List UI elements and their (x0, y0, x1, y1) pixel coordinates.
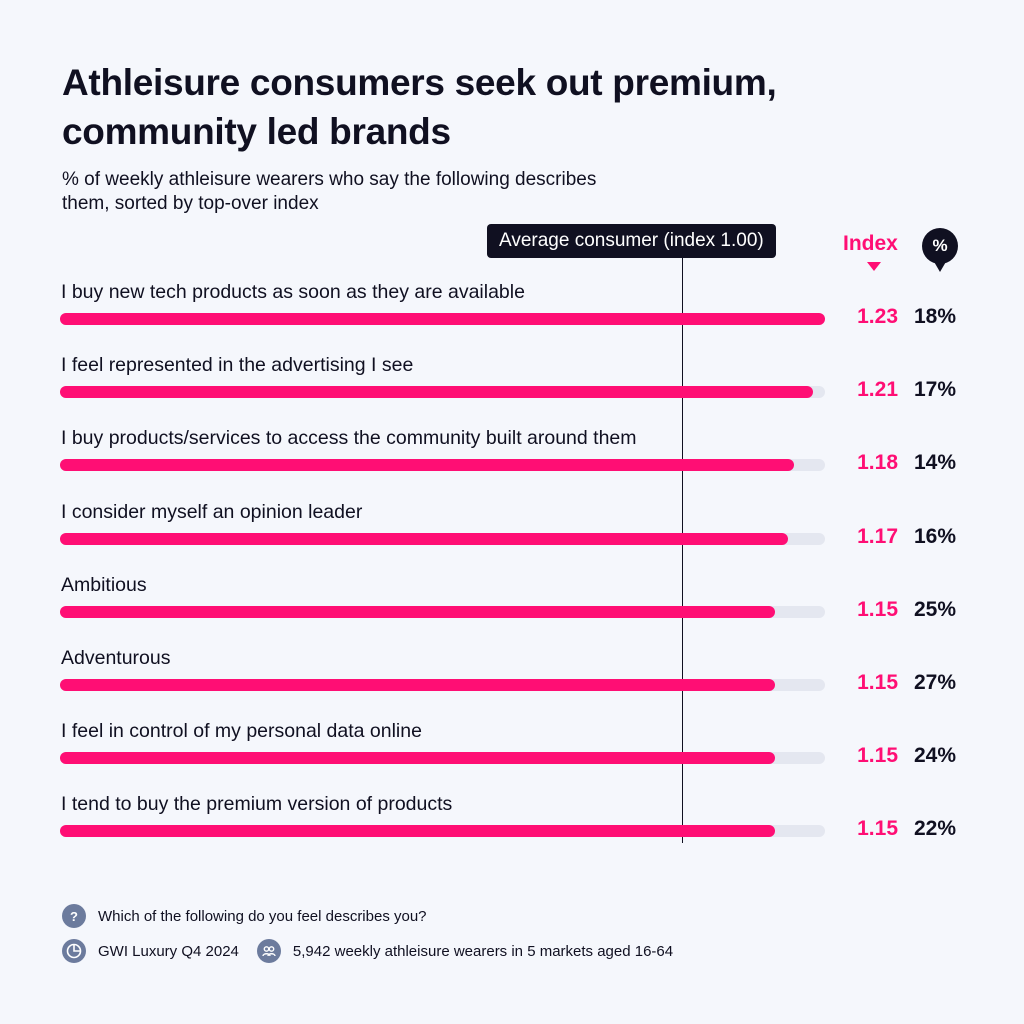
bar-row: I consider myself an opinion leader 1.17 1… (0, 500, 1024, 573)
bar-track (60, 825, 825, 838)
index-column-header: Index (843, 232, 898, 255)
bar-track (60, 605, 825, 618)
chart-subtitle: % of weekly athleisure wearers who say t… (62, 169, 597, 214)
bar-track (60, 679, 825, 691)
bar (60, 532, 788, 545)
bar-category-label: Adventurous (61, 647, 171, 669)
bar-row: I feel in control of my personal data on… (0, 719, 1024, 792)
bar-row: I feel represented in the advertising I … (0, 353, 1024, 426)
bar-track (60, 752, 825, 765)
people-icon (256, 939, 281, 963)
bar (60, 313, 825, 325)
bar-row: Adventurous 1.15 27% (0, 646, 1024, 719)
pct-column-header: % (922, 228, 958, 264)
gwi-logo-icon (62, 939, 86, 963)
question-text: Which of the following do you feel descr… (98, 907, 427, 925)
bar (60, 459, 794, 472)
source-text: GWI Luxury Q4 2024 (98, 942, 239, 960)
footer-source: GWI Luxury Q4 2024 5,942 weekly athleisu… (62, 938, 673, 964)
percent-value-label: 25% (914, 597, 957, 621)
index-value-label: 1.21 (857, 378, 898, 402)
bar (60, 825, 776, 838)
bar (60, 752, 776, 765)
index-value-label: 1.15 (857, 744, 898, 768)
index-value-label: 1.18 (857, 451, 898, 475)
bar-track (60, 459, 825, 472)
percent-value-label: 17% (914, 378, 957, 402)
index-value-label: 1.17 (857, 524, 898, 548)
percent-value-label: 16% (914, 524, 957, 548)
bar-category-label: Ambitious (61, 573, 147, 596)
bar-category-label: I feel in control of my personal data on… (61, 720, 422, 743)
bar (60, 386, 813, 399)
index-header-arrow-icon (867, 262, 881, 271)
percent-value-label: 22% (914, 817, 957, 841)
percent-value-label: 27% (914, 671, 957, 694)
bar-category-label: I buy new tech products as soon as they … (61, 281, 525, 303)
percent-value-label: 24% (914, 744, 957, 768)
percent-value-label: 18% (914, 305, 957, 328)
chart-title: Athleisure consumers seek out premium, c… (62, 62, 777, 152)
bar-row: I buy products/services to access the co… (0, 426, 1024, 499)
index-value-label: 1.23 (857, 305, 898, 328)
question-icon: ? (62, 904, 86, 928)
bar-track (60, 313, 825, 325)
index-value-label: 1.15 (857, 597, 898, 621)
index-value-label: 1.15 (857, 671, 898, 694)
bar-category-label: I tend to buy the premium version of pro… (61, 793, 453, 816)
average-reference-line (681, 258, 684, 843)
footer-question: ? Which of the following do you feel des… (62, 903, 427, 929)
bar (60, 605, 776, 618)
bar-category-label: I consider myself an opinion leader (61, 500, 363, 523)
bar-row: I buy new tech products as soon as they … (0, 280, 1024, 353)
percent-value-label: 14% (914, 451, 957, 475)
bar-category-label: I buy products/services to access the co… (61, 427, 637, 450)
bar-category-label: I feel represented in the advertising I … (61, 354, 414, 377)
index-value-label: 1.15 (857, 817, 898, 841)
average-consumer-label: Average consumer (index 1.00) (487, 224, 776, 258)
bar-row: Ambitious 1.15 25% (0, 573, 1024, 646)
bar-row: I tend to buy the premium version of pro… (0, 792, 1024, 865)
bar-track (60, 532, 825, 545)
bar-track (60, 386, 825, 399)
bar (60, 679, 776, 691)
sample-text: 5,942 weekly athleisure wearers in 5 mar… (292, 942, 674, 960)
